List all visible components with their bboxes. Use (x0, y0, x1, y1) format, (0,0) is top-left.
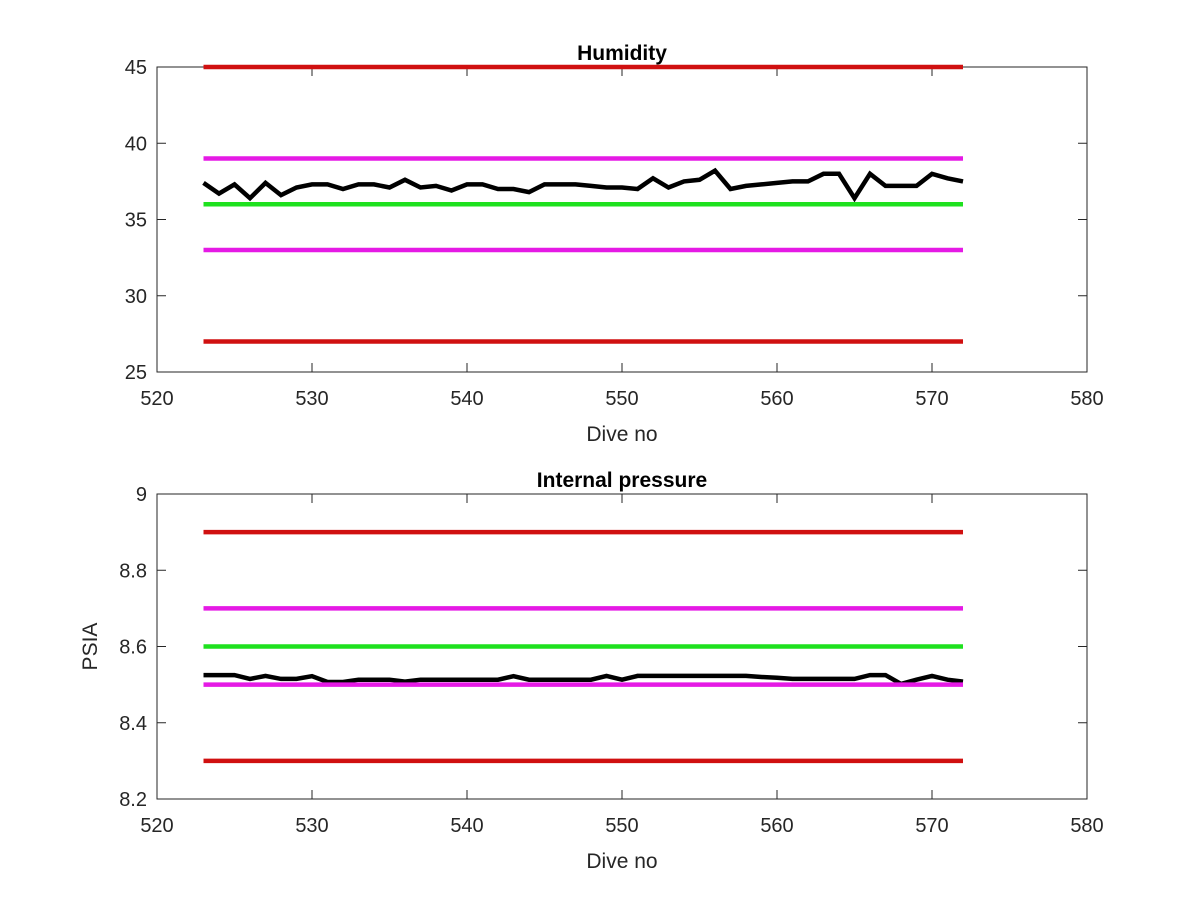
series-line-1 (202, 167, 964, 203)
x-tick-label: 550 (605, 815, 638, 837)
x-tick-label: 560 (760, 815, 793, 837)
x-axis-label: Dive no (586, 850, 657, 873)
x-tick-label: 530 (295, 388, 328, 410)
y-tick-label: 8.8 (119, 560, 147, 582)
y-axis-label: PSIA (79, 623, 102, 671)
x-tick-label: 520 (140, 388, 173, 410)
x-axis-label: Dive no (586, 423, 657, 446)
y-tick-label: 30 (125, 286, 147, 308)
y-tick-label: 45 (125, 57, 147, 79)
subplot-1: 520 530 540 550 560 570 580 25 30 35 40 45 Humidity D… (125, 42, 1104, 446)
y-tick-label: 8.4 (119, 713, 147, 735)
chart-title: Internal pressure (537, 469, 707, 492)
x-tick-label: 530 (295, 815, 328, 837)
y-tick-label: 40 (125, 133, 147, 155)
x-tick-label: 520 (140, 815, 173, 837)
y-tick-label: 35 (125, 210, 147, 232)
x-tick-label: 570 (915, 388, 948, 410)
x-tick-label: 560 (760, 388, 793, 410)
x-tick-label: 580 (1070, 388, 1103, 410)
y-tick-label: 9 (136, 484, 147, 506)
series-line-1 (203, 672, 964, 687)
y-tick-label: 8.6 (119, 637, 147, 659)
subplot-2: 520 530 540 550 560 570 580 8.2 8.4 8.6 8.8 9 Intern… (79, 469, 1104, 873)
x-tick-label: 540 (450, 815, 483, 837)
x-tick-label: 550 (605, 388, 638, 410)
x-tick-label: 570 (915, 815, 948, 837)
x-tick-label: 540 (450, 388, 483, 410)
axes-box (156, 66, 1088, 373)
y-tick-label: 25 (125, 362, 147, 384)
chart-title: Humidity (577, 42, 667, 65)
y-tick-label: 8.2 (119, 789, 147, 811)
x-tick-label: 580 (1070, 815, 1103, 837)
